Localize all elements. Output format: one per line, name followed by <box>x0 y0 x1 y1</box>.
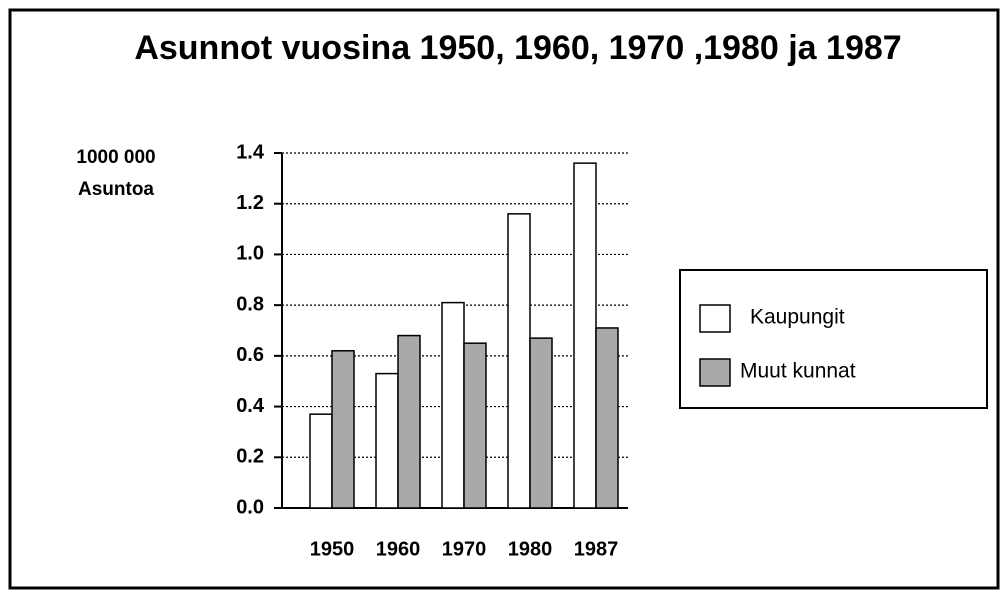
x-tick-label: 1987 <box>574 538 619 560</box>
bar <box>441 301 465 509</box>
y-tick-label: 0.2 <box>236 446 264 468</box>
bar <box>331 350 355 509</box>
x-tick-label: 1970 <box>442 538 487 560</box>
bar <box>529 337 553 509</box>
legend-box <box>679 269 988 409</box>
legend-swatch <box>699 358 731 387</box>
y-axis-label: Asuntoa <box>78 179 154 200</box>
y-tick-label: 1.4 <box>236 141 265 163</box>
bar <box>375 372 399 509</box>
y-tick-label: 1.0 <box>236 243 264 265</box>
x-tick-label: 1960 <box>376 538 421 560</box>
legend-swatch <box>699 304 731 333</box>
bar <box>397 334 421 509</box>
bar <box>309 413 333 509</box>
bar <box>573 162 597 509</box>
chart-title: Asunnot vuosina 1950, 1960, 1970 ,1980 j… <box>134 29 901 67</box>
x-tick-label: 1950 <box>310 538 355 560</box>
y-axis-label: 1000 000 <box>76 147 155 168</box>
y-tick-label: 0.6 <box>236 344 264 366</box>
y-tick-label: 0.4 <box>236 395 265 417</box>
legend-label: Kaupungit <box>750 306 845 329</box>
y-tick-label: 1.2 <box>236 192 264 214</box>
y-tick-label: 0.0 <box>236 496 264 518</box>
legend-label: Muut kunnat <box>740 360 856 383</box>
x-tick-label: 1980 <box>508 538 553 560</box>
bar <box>463 342 487 509</box>
bar <box>507 213 531 509</box>
bar <box>595 327 619 509</box>
y-tick-label: 0.8 <box>236 293 264 315</box>
